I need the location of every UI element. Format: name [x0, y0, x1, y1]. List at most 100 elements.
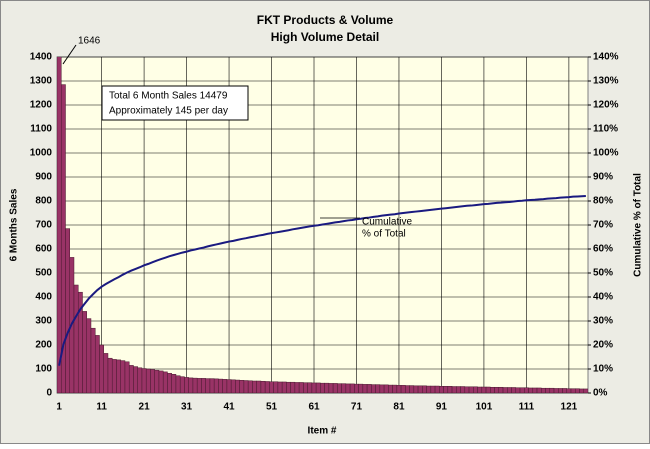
bar — [239, 380, 245, 393]
bar — [405, 385, 410, 393]
bar — [158, 370, 164, 393]
grid — [57, 56, 588, 394]
x-tick-label: 1 — [56, 402, 62, 413]
bar — [294, 382, 300, 393]
bar — [468, 386, 474, 393]
bar — [171, 374, 177, 393]
bar — [90, 327, 96, 393]
bar — [409, 385, 415, 393]
bar — [366, 384, 372, 393]
bar — [252, 380, 257, 393]
y2-tick-label: 20% — [593, 340, 613, 351]
bar — [562, 388, 568, 393]
bar — [167, 373, 172, 393]
x-tick-label: 51 — [266, 402, 278, 413]
y2-tick-label: 120% — [593, 100, 619, 111]
bar — [541, 387, 546, 393]
bar — [281, 381, 287, 393]
x-tick-label: 111 — [519, 402, 535, 413]
bar — [426, 385, 432, 393]
y-tick-label: 100 — [35, 364, 52, 375]
bar — [116, 359, 121, 393]
bar — [532, 387, 538, 393]
y-tick-label: 900 — [35, 172, 52, 183]
bar — [209, 378, 215, 393]
bar — [226, 379, 232, 393]
bar — [196, 378, 202, 393]
bar — [307, 382, 313, 393]
x-tick-label: 11 — [96, 402, 107, 413]
value-label: 1646 — [78, 36, 101, 47]
x-tick-label: 81 — [393, 402, 405, 413]
y-tick-label: 1400 — [30, 52, 53, 63]
bar — [558, 388, 563, 393]
bar — [290, 381, 296, 393]
bar — [269, 381, 274, 393]
y2-tick-label: 80% — [593, 196, 613, 207]
bar — [315, 382, 321, 393]
bar — [111, 359, 117, 393]
bar — [498, 386, 504, 393]
bar — [57, 57, 62, 393]
bar — [137, 367, 143, 393]
line-layer — [58, 194, 586, 366]
bar — [201, 378, 206, 393]
bar — [473, 386, 478, 393]
bar — [566, 388, 572, 393]
x-tick-label: 91 — [436, 402, 448, 413]
bar — [583, 388, 588, 393]
y-tick-label: 800 — [35, 196, 52, 207]
bar — [515, 387, 521, 393]
bar — [379, 384, 385, 393]
bar — [218, 378, 223, 393]
bar — [273, 381, 279, 393]
y-tick-label: 600 — [35, 244, 52, 255]
bar — [549, 387, 555, 393]
bar — [400, 385, 406, 393]
y2-tick-label: 50% — [593, 268, 613, 279]
bar — [337, 383, 342, 393]
y-tick-label: 1000 — [30, 148, 53, 159]
bar — [65, 228, 70, 393]
bar — [413, 385, 419, 393]
y2-tick-label: 130% — [593, 76, 619, 87]
bar — [107, 357, 113, 393]
bar — [570, 388, 576, 393]
bar — [349, 383, 355, 393]
y-axis-title: 6 Months Sales — [9, 188, 20, 261]
bar — [73, 284, 79, 393]
bar — [485, 386, 491, 393]
bar — [311, 382, 317, 393]
y2-tick-label: 100% — [593, 148, 619, 159]
bar — [82, 311, 87, 393]
bar — [256, 380, 262, 393]
cumulative-line — [58, 194, 586, 366]
y2-tick-label: 0% — [593, 388, 608, 399]
bar — [545, 387, 551, 393]
x-axis-title: Item # — [308, 426, 337, 437]
bar — [188, 377, 194, 393]
annotation-arrow — [62, 44, 77, 65]
y2-tick-label: 90% — [593, 172, 613, 183]
y-tick-label: 1100 — [30, 124, 52, 135]
bar — [575, 388, 580, 393]
bar — [320, 382, 325, 393]
y2-tick-label: 60% — [593, 244, 613, 255]
bar — [162, 371, 168, 393]
bar — [345, 383, 351, 393]
bar — [120, 360, 126, 393]
x-tick-label: 31 — [181, 402, 193, 413]
bar — [371, 384, 376, 393]
bar — [103, 353, 109, 393]
bar — [124, 361, 130, 393]
bar — [502, 387, 508, 393]
line-label: % of Total — [362, 229, 406, 240]
bar — [362, 384, 368, 393]
bar — [553, 388, 559, 393]
bar — [392, 384, 398, 393]
bar — [443, 386, 449, 393]
bar — [358, 383, 364, 393]
chart-title: FKT Products & Volume — [257, 13, 394, 27]
bar — [579, 388, 585, 393]
